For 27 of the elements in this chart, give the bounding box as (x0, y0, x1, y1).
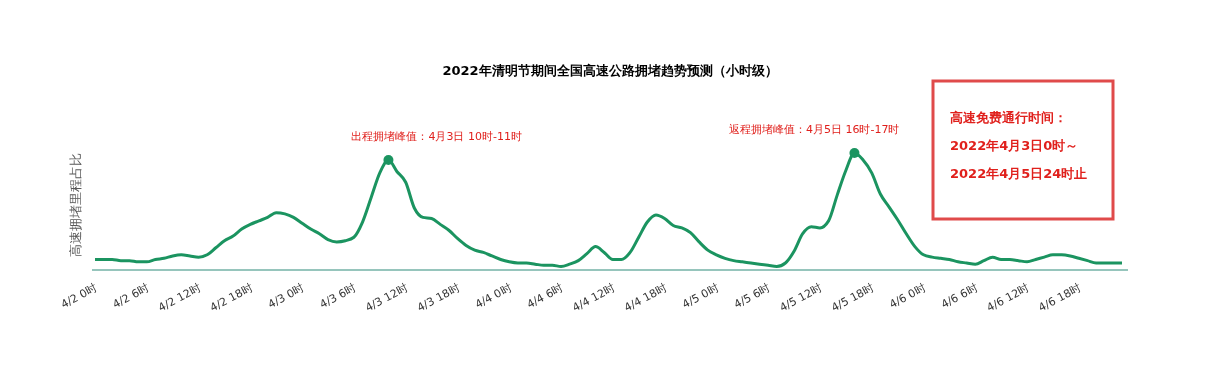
annotation: 2022年4月3日0时～ (950, 138, 1079, 153)
x-tick-label: 4/4 0时 (472, 281, 514, 312)
x-tick-label: 4/3 12时 (363, 281, 411, 315)
x-tick-label: 4/4 18时 (622, 281, 670, 315)
x-tick-label: 4/6 12时 (984, 281, 1032, 315)
x-tick-label: 4/2 0时 (58, 281, 100, 312)
x-tick-label: 4/4 12时 (570, 281, 618, 315)
x-tick-label: 4/6 18时 (1036, 281, 1084, 315)
x-tick-label: 4/6 6时 (938, 281, 980, 312)
text: 返程拥堵峰值：4月5日 16时-17时 (728, 123, 900, 136)
text: 高速免费通行时间： (950, 110, 1067, 125)
x-tick-label: 4/3 18时 (414, 281, 462, 315)
x-tick-label: 4/6 0时 (887, 281, 928, 312)
x-tick-label: 4/2 18时 (207, 281, 255, 315)
x-tick-label: 4/2 6时 (110, 281, 152, 312)
x-tick-label: 4/3 6时 (317, 281, 359, 312)
x-tick-label: 4/4 6时 (524, 281, 566, 312)
x-tick-label: 4/2 12时 (156, 281, 203, 315)
x-tick-label: 4/5 12时 (777, 281, 825, 315)
x-tick-label: 4/5 18时 (829, 281, 877, 315)
annotation: 2022年4月5日24时止 (950, 166, 1088, 181)
text: 出程拥堵峰值：4月3日 10时-11时 (351, 130, 522, 144)
x-tick-label: 4/5 0时 (680, 281, 721, 312)
x-tick-label: 4/3 0时 (265, 281, 307, 312)
y-axis-title: 高速拥堵里程占比 (68, 153, 83, 257)
x-tick-label: 4/5 6时 (731, 281, 773, 312)
chart-title: 2022年清明节期间全国高速公路拥堵趋势预测（小时级） (442, 63, 778, 78)
